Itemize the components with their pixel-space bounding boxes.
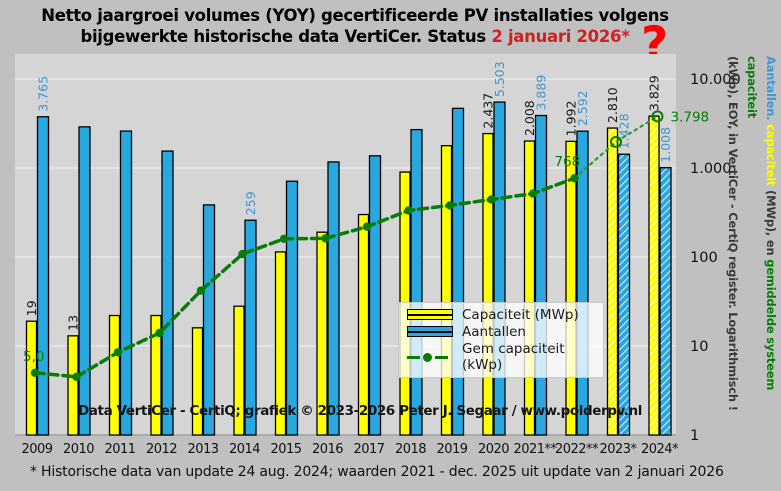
svg-text:2020: 2020 — [478, 442, 509, 457]
svg-text:3.798: 3.798 — [671, 109, 710, 125]
legend-label: Aantallen — [462, 323, 526, 340]
svg-text:2.437: 2.437 — [481, 93, 496, 129]
svg-text:2015: 2015 — [270, 442, 301, 457]
svg-text:2010: 2010 — [63, 442, 94, 457]
svg-text:1.992: 1.992 — [564, 101, 579, 137]
svg-text:2011: 2011 — [104, 442, 135, 457]
title-line2: bijgewerkte historische data VertiCer. S… — [80, 27, 630, 46]
svg-text:2018: 2018 — [395, 442, 426, 457]
copyright-watermark: Data VertiCer - CertiQ; grafiek © 2023-2… — [78, 403, 642, 419]
svg-text:2019: 2019 — [436, 442, 467, 457]
svg-text:19: 19 — [24, 300, 39, 316]
svg-text:2009: 2009 — [21, 442, 52, 457]
legend-item-gem-capaciteit: Gem capaciteit (kWp) — [407, 341, 595, 373]
svg-text:259: 259 — [243, 191, 258, 215]
legend-item-capaciteit: Capaciteit (MWp) — [407, 307, 595, 323]
count-bar-swatch-icon — [407, 326, 453, 338]
svg-text:2.008: 2.008 — [522, 100, 537, 136]
svg-text:1.008: 1.008 — [658, 127, 673, 163]
title-date-red: 2 januari 2026* — [491, 27, 630, 46]
legend-item-aantallen: Aantallen — [407, 324, 595, 340]
svg-text:2022**: 2022** — [555, 442, 599, 457]
svg-text:2014: 2014 — [229, 442, 260, 457]
capacity-bar-swatch-icon — [407, 309, 453, 321]
svg-text:2017: 2017 — [353, 442, 384, 457]
svg-text:2012: 2012 — [146, 442, 177, 457]
svg-text:2.810: 2.810 — [605, 87, 620, 123]
svg-text:1.428: 1.428 — [617, 113, 632, 149]
page-title: Netto jaargroei volumes (YOY) gecertific… — [0, 5, 710, 47]
svg-text:1: 1 — [690, 428, 699, 444]
title-line1: Netto jaargroei volumes (YOY) gecertific… — [41, 6, 669, 25]
svg-text:10: 10 — [690, 339, 708, 355]
svg-text:1.000: 1.000 — [690, 161, 732, 177]
legend-label: Capaciteit (MWp) — [462, 306, 579, 323]
svg-text:5,0: 5,0 — [23, 349, 44, 365]
svg-text:2016: 2016 — [312, 442, 343, 457]
svg-text:5.503: 5.503 — [492, 61, 507, 97]
dashed-line-swatch-icon — [407, 352, 453, 363]
svg-text:3.889: 3.889 — [534, 75, 549, 111]
svg-text:10.000: 10.000 — [690, 72, 741, 88]
legend-label: Gem capaciteit (kWp) — [462, 341, 565, 374]
svg-text:3.829: 3.829 — [647, 75, 662, 111]
footnote: * Historische data van update 24 aug. 20… — [30, 464, 724, 480]
svg-text:3.765: 3.765 — [36, 76, 51, 112]
right-axis-caption: Aantallen. capaciteit (MWp), en gemiddel… — [726, 56, 778, 411]
svg-text:13: 13 — [66, 315, 81, 331]
svg-text:2021**: 2021** — [513, 442, 557, 457]
legend: Capaciteit (MWp) Aantallen Gem capacitei… — [398, 302, 604, 378]
svg-text:768: 768 — [555, 154, 581, 170]
svg-text:2024*: 2024* — [641, 442, 679, 457]
svg-text:2023*: 2023* — [599, 442, 637, 457]
svg-text:100: 100 — [690, 250, 718, 266]
svg-text:2.592: 2.592 — [575, 90, 590, 126]
svg-text:2013: 2013 — [187, 442, 218, 457]
